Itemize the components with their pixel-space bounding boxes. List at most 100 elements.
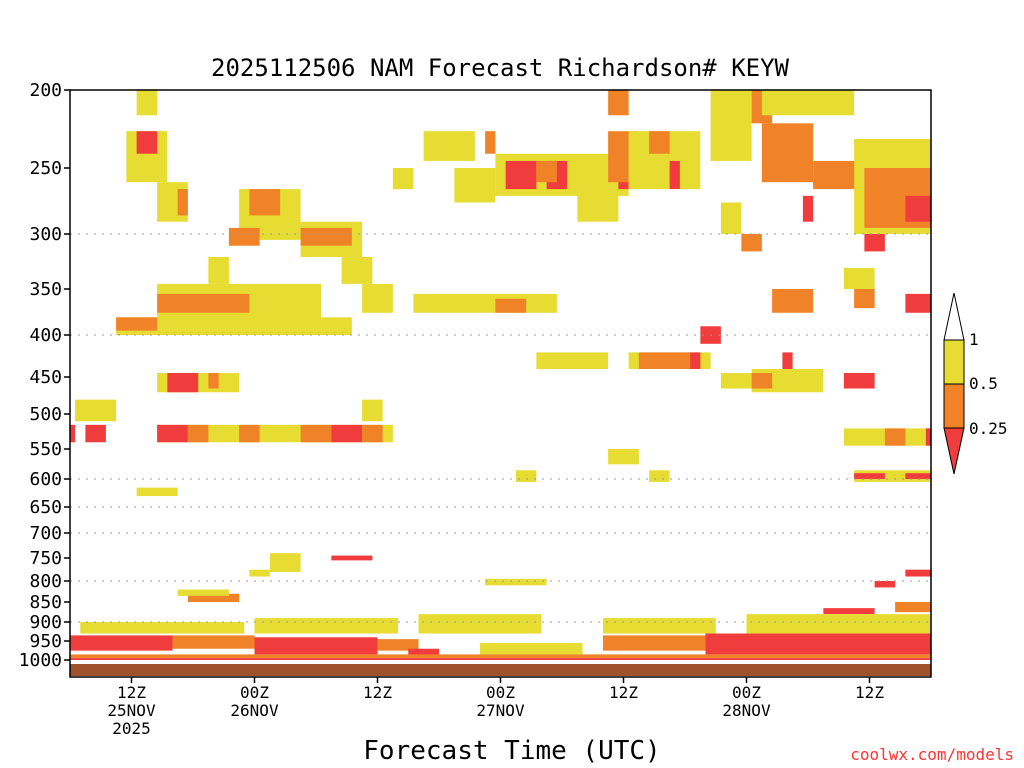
x-tick-label-5-1: 28NOV [722,701,771,720]
legend-label-0.25: 0.25 [969,419,1008,438]
heatmap-cell-11 [208,257,229,284]
x-tick-label-0-2: 2025 [112,719,151,738]
legend-bottom-arrow [943,427,965,475]
y-tick-label-1000: 1000 [19,650,62,671]
y-tick-label-650: 650 [29,497,62,518]
legend-swatch-low [943,383,965,429]
heatmap-cell-83 [136,487,178,497]
x-tick-label-3-1: 27NOV [476,701,525,720]
x-tick-label-3-0: 00Z [486,683,515,702]
heatmap-cell-52 [638,352,691,369]
heatmap-cell-10 [341,257,373,284]
heatmap-cell-69 [239,424,260,443]
heatmap-cell-33 [669,160,680,190]
heatmap-cell-4 [177,189,188,216]
heatmap-cell-63 [75,399,117,422]
y-tick-label-550: 550 [29,439,62,460]
x-tick-label-0-0: 12Z [117,683,146,702]
heatmap-cell-86 [249,569,270,577]
y-tick-label-300: 300 [29,224,62,245]
heatmap-cell-97 [603,618,716,634]
heatmap-cell-27 [577,189,619,222]
y-tick-label-400: 400 [29,325,62,346]
heatmap-cell-101 [254,637,378,655]
heatmap-cell-48 [905,293,931,313]
heatmap-cell-24 [505,160,537,190]
x-tick-label-0-1: 25NOV [107,701,156,720]
heatmap-cell-104 [480,642,583,655]
heatmap-cell-2 [136,131,158,154]
heatmap-cell-76 [925,428,931,446]
heatmap-cell-53 [690,352,701,369]
heatmap-cell-41 [802,195,814,222]
y-tick-label-500: 500 [29,404,62,425]
heatmap-cell-18 [495,298,527,313]
heatmap-cell-17 [413,293,557,313]
heatmap-cell-108 [70,654,931,659]
heatmap-cell-39 [761,123,814,183]
heatmap-cell-44 [905,195,931,222]
y-tick-label-950: 950 [29,631,62,652]
heatmap-cell-91 [177,589,229,596]
heatmap-cell-30 [608,90,629,116]
heatmap-cell-0 [136,90,158,116]
heatmap-cell-85 [331,555,373,561]
heatmap-cell-106 [705,633,808,655]
heatmap-cell-38 [761,90,855,116]
heatmap-cell-65 [85,424,106,443]
heatmap-cell-55 [720,373,752,389]
x-tick-label-1-0: 00Z [240,683,269,702]
heatmap-cell-99 [70,635,173,651]
heatmap-cell-21 [392,168,414,190]
heatmap-cell-13 [157,293,250,313]
heatmap-cell-62 [208,373,219,389]
heatmap-cell-36 [720,202,742,234]
heatmap-cell-78 [515,470,537,482]
heatmap-cell-94 [80,622,245,634]
y-tick-label-850: 850 [29,592,62,613]
heatmap-cell-45 [864,234,885,252]
x-tick-label-4-0: 12Z [609,683,638,702]
heatmap-cell-95 [254,618,398,634]
heatmap-cell-81 [854,473,885,479]
color-legend: 1 0.5 0.25 [943,292,1008,475]
heatmap-cell-57 [751,373,773,389]
x-tick-label-2-0: 12Z [363,683,392,702]
heatmap-cell-32 [649,131,670,154]
y-tick-label-450: 450 [29,367,62,388]
heatmap-cell-14 [116,317,352,335]
heatmap-cell-19 [423,131,475,161]
heatmap-cell-84 [269,553,301,572]
heatmap-cell-9 [300,227,352,246]
heatmap-cell-26 [536,160,557,183]
heatmap-cell-70 [300,424,332,443]
y-tick-label-600: 600 [29,469,62,490]
heatmap-cell-22 [454,168,496,203]
y-tick-label-200: 200 [29,80,62,101]
credit-text: coolwx.com/models [850,745,1014,764]
heatmap-cell-68 [187,424,209,443]
y-tick-label-350: 350 [29,279,62,300]
heatmap-cell-37 [741,234,762,252]
heatmap-cell-46 [843,268,875,289]
heatmap-cell-89 [874,581,896,588]
y-tick-label-800: 800 [29,571,62,592]
heatmap-cell-90 [187,593,240,602]
heatmap-cell-49 [854,289,875,309]
heatmap-cell-102 [377,639,419,651]
y-tick-label-750: 750 [29,548,62,569]
heatmap-cell-75 [884,428,906,446]
heatmap-cell-58 [843,373,875,389]
y-tick-label-250: 250 [29,158,62,179]
heatmap-cell-96 [418,614,542,634]
heatmap-cells [70,90,931,660]
heatmap-cell-87 [485,578,547,586]
heatmap-cell-73 [362,399,383,422]
heatmap-cell-59 [782,352,793,369]
heatmap-cell-47 [772,289,814,313]
heatmap-cell-61 [167,373,199,393]
legend-swatch-mid [943,339,965,385]
heatmap-cell-50 [536,352,609,369]
y-tick-label-700: 700 [29,523,62,544]
